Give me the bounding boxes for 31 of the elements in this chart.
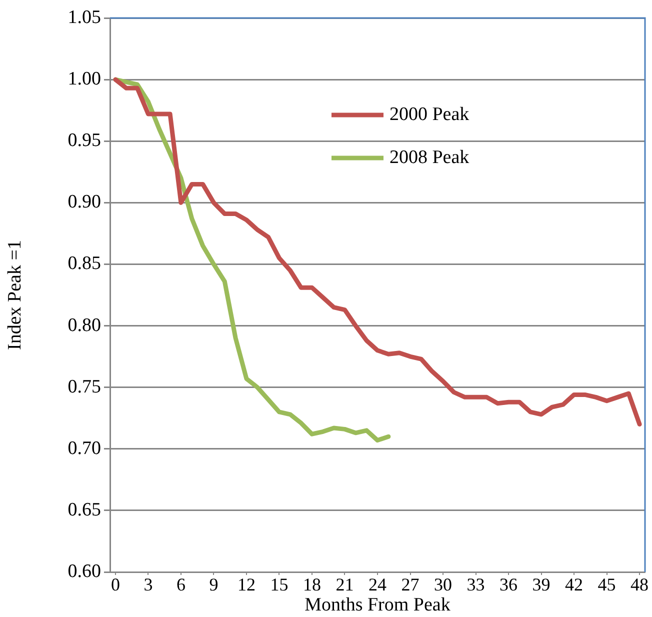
x-tick-label: 12 <box>237 574 256 595</box>
y-tick-label: 0.95 <box>68 130 101 152</box>
legend-label: 2008 Peak <box>389 146 470 168</box>
y-tick-label: 0.75 <box>68 376 101 398</box>
y-tick-label: 0.85 <box>68 253 101 274</box>
y-tick-label: 0.90 <box>68 192 101 213</box>
x-tick-label: 45 <box>598 574 616 595</box>
x-tick-label: 42 <box>565 574 584 595</box>
x-tick-label: 3 <box>144 574 153 595</box>
x-tick-label: 18 <box>302 574 321 595</box>
x-tick-label: 39 <box>532 574 550 595</box>
x-tick-label: 36 <box>500 574 518 595</box>
y-tick-label: 0.60 <box>68 560 101 582</box>
x-tick-label: 21 <box>336 574 354 595</box>
x-axis-title: Months From Peak <box>304 594 451 616</box>
y-tick-label: 1.00 <box>68 68 101 90</box>
x-tick-label: 15 <box>270 574 288 595</box>
x-tick-label: 6 <box>176 574 186 595</box>
y-axis-title: Index Peak =1 <box>4 240 26 350</box>
x-tick-label: 24 <box>368 574 386 595</box>
y-tick-label: 0.65 <box>68 499 101 520</box>
y-tick-label: 1.05 <box>68 6 101 28</box>
x-tick-label: 48 <box>630 574 649 595</box>
x-tick-label: 9 <box>209 574 218 595</box>
y-tick-label: 0.80 <box>68 314 101 336</box>
x-tick-label: 30 <box>434 574 452 595</box>
x-tick-label: 33 <box>466 574 485 595</box>
y-tick-label: 0.70 <box>68 438 101 459</box>
legend-label: 2000 Peak <box>389 104 470 125</box>
x-tick-label: 27 <box>401 574 420 595</box>
x-tick-label: 0 <box>110 574 120 595</box>
